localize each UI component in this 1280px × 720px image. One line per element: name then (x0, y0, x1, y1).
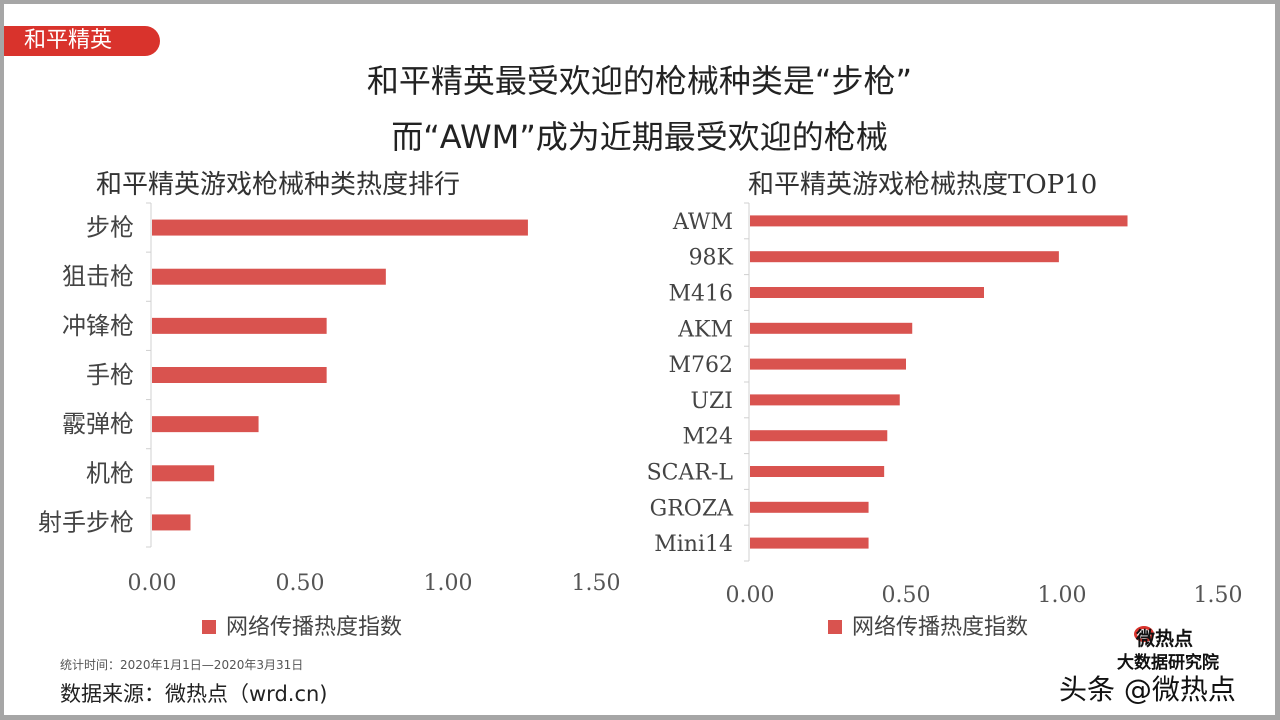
bar (750, 251, 1059, 263)
left-chart-title: 和平精英游戏枪械种类热度排行 (96, 170, 461, 200)
bar (152, 416, 259, 433)
stat-period: 统计时间：2020年1月1日—2020年3月31日 (60, 658, 304, 672)
data-source: 数据来源：微热点（wrd.cn) (60, 682, 328, 706)
bar (152, 268, 386, 285)
bar (152, 317, 327, 334)
right-chart-title: 和平精英游戏枪械热度TOP10 (748, 170, 1098, 200)
legend-label: 网络传播热度指数 (226, 615, 402, 640)
category-label: M24 (682, 425, 733, 450)
bar (750, 287, 984, 298)
category-label: SCAR-L (647, 461, 734, 486)
legend-swatch (828, 620, 842, 634)
bar (750, 537, 869, 549)
logo-org: 大数据研究院 (1117, 653, 1219, 673)
legend-swatch (202, 620, 216, 634)
x-tick-label: 1.50 (572, 571, 621, 596)
category-label: 霰弹枪 (62, 410, 134, 438)
category-label: 冲锋枪 (62, 312, 134, 340)
logo-brand: 微热点 (1136, 628, 1194, 650)
main-title-line1: 和平精英最受欢迎的枪械种类是“步枪” (366, 62, 913, 100)
bar (750, 466, 885, 477)
bar (152, 219, 528, 236)
category-label: 步枪 (86, 214, 134, 242)
weibo-eye-icon (1134, 626, 1154, 642)
category-label: 机枪 (86, 459, 134, 487)
category-label: M416 (668, 282, 733, 307)
main-title-line2: 而“AWM”成为近期最受欢迎的枪械 (391, 118, 888, 156)
category-label: 射手步枪 (38, 508, 134, 536)
category-label: UZI (690, 389, 733, 414)
category-label: GROZA (650, 496, 734, 521)
category-label: AWM (672, 210, 733, 235)
category-label: AKM (677, 317, 733, 342)
category-label: Mini14 (654, 532, 733, 557)
category-label: 手枪 (86, 361, 134, 389)
bar (750, 501, 869, 513)
slide: 和平精英 和平精英最受欢迎的枪械种类是“步枪” 而“AWM”成为近期最受欢迎的枪… (4, 4, 1275, 715)
category-label: 狙击枪 (62, 263, 134, 291)
x-tick-label: 0.00 (128, 571, 177, 596)
bar (152, 465, 215, 482)
x-tick-label: 1.50 (1194, 583, 1243, 608)
legend-label: 网络传播热度指数 (852, 615, 1028, 640)
topic-tag: 和平精英 (4, 26, 160, 56)
x-tick-label: 0.00 (726, 583, 775, 608)
bar (750, 322, 913, 334)
bar (750, 394, 900, 406)
category-label: 98K (689, 246, 734, 271)
watermark: 头条 @微热点 (1059, 673, 1236, 706)
bar (750, 358, 906, 370)
category-label: M762 (668, 353, 733, 378)
bar (750, 215, 1128, 227)
x-tick-label: 1.00 (1038, 583, 1087, 608)
x-tick-label: 0.50 (882, 583, 931, 608)
bar (152, 514, 191, 531)
x-tick-label: 1.00 (424, 571, 473, 596)
x-tick-label: 0.50 (276, 571, 325, 596)
bar (750, 430, 888, 442)
bar (152, 367, 327, 383)
